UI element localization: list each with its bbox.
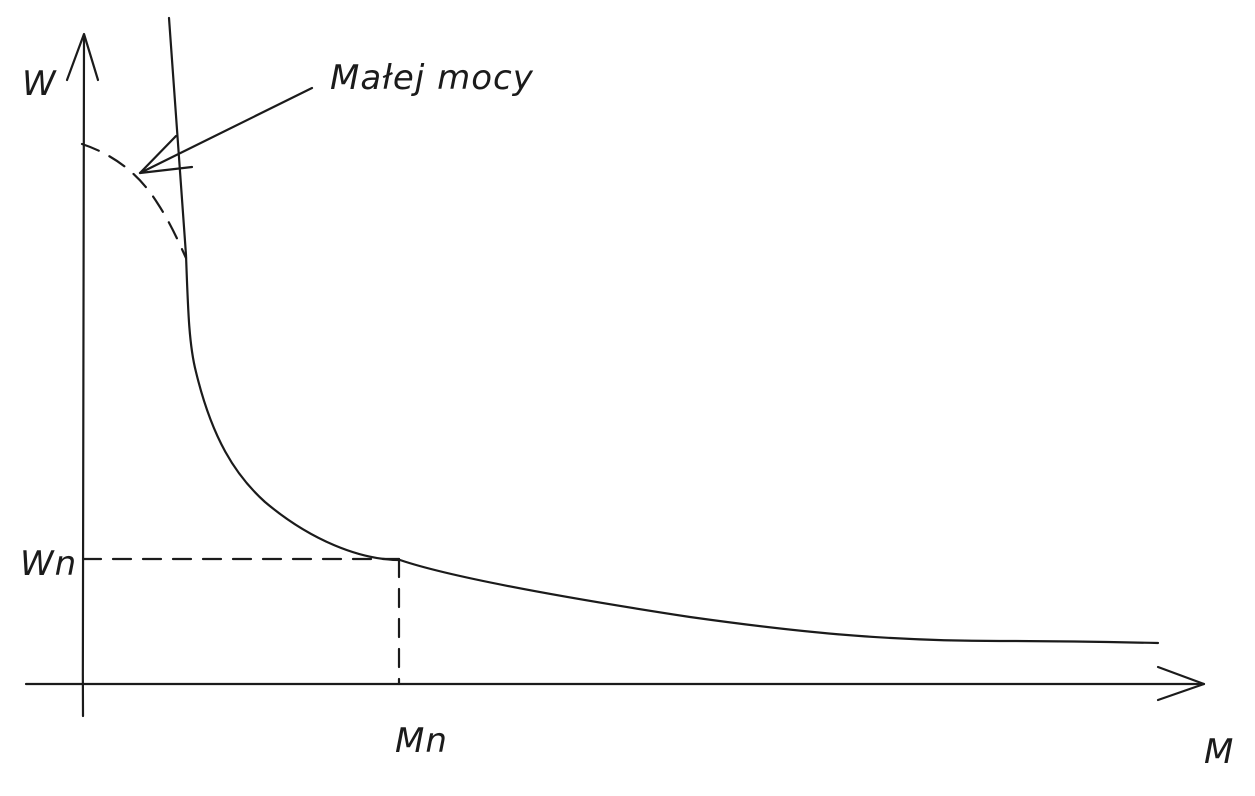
- annotation-text: Małej mocy: [330, 58, 534, 98]
- annotation-pointer: [138, 86, 314, 175]
- low-power-curve: [80, 142, 188, 260]
- x-axis-label: M: [1204, 732, 1234, 772]
- x-axis-arrowhead: [1156, 665, 1206, 702]
- y-axis-arrowhead: [65, 32, 100, 82]
- y-axis-label: W: [22, 64, 57, 104]
- wn-label: Wn: [20, 544, 77, 584]
- annotation-pointer-head: [138, 134, 194, 175]
- main-curve: [167, 16, 1160, 645]
- y-axis: [81, 36, 86, 718]
- mn-label: Mn: [395, 721, 448, 761]
